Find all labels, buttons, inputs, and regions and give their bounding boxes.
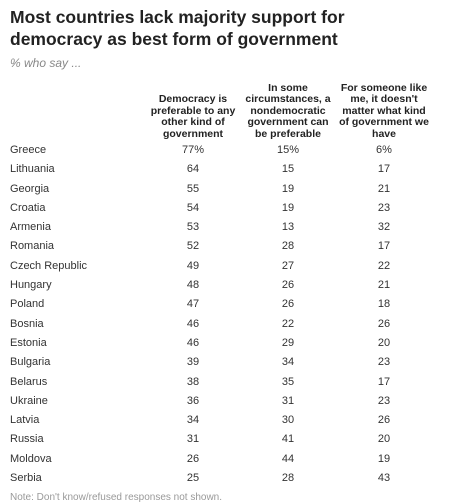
country: Latvia	[10, 414, 40, 427]
cell-value: 29	[281, 336, 295, 349]
country: Armenia	[10, 221, 51, 234]
cell-value: 17	[377, 240, 391, 253]
cell-value: 31	[186, 433, 200, 446]
country: Bulgaria	[10, 356, 51, 369]
cell-value: 47	[186, 298, 200, 311]
cell-value: 32	[377, 221, 391, 234]
table-row: Belarus 38 35 17	[0, 373, 450, 392]
cell-value: 21	[377, 182, 391, 195]
cell-value: 77%	[181, 144, 205, 156]
cell-value: 52	[186, 240, 200, 253]
title: Most countries lack majority support for…	[10, 7, 345, 49]
cell-value: 26	[186, 452, 200, 465]
table-header: Democracy is preferable to any other kin…	[0, 78, 450, 140]
cell-value: 23	[377, 201, 391, 214]
cell-value: 6%	[376, 144, 392, 156]
country: Hungary	[10, 279, 52, 292]
subtitle: % who say ...	[10, 56, 82, 70]
cell-value: 44	[281, 452, 295, 465]
cell-value: 26	[377, 414, 391, 427]
cell-value: 35	[281, 375, 295, 388]
cell-value: 54	[186, 201, 200, 214]
cell-value: 39	[186, 356, 200, 369]
country: Lithuania	[10, 163, 55, 176]
cell-value: 34	[281, 356, 295, 369]
note: Note: Don't know/refused responses not s…	[10, 492, 223, 503]
cell-value: 30	[281, 414, 295, 427]
country: Bosnia	[10, 317, 44, 330]
cell-value: 34	[186, 414, 200, 427]
column-header: For someone like me, it doesn't matter w…	[339, 81, 429, 140]
cell-value: 36	[186, 394, 200, 407]
cell-value: 31	[281, 394, 295, 407]
cell-value: 43	[377, 472, 391, 485]
cell-value: 53	[186, 221, 200, 234]
country: Greece	[10, 144, 47, 156]
cell-value: 23	[377, 356, 391, 369]
table-row: Ukraine 36 31 23	[0, 392, 450, 411]
cell-value: 19	[281, 182, 295, 195]
cell-value: 26	[377, 317, 391, 330]
table-row: Bulgaria 39 34 23	[0, 353, 450, 372]
cell-value: 26	[281, 279, 295, 292]
country: Estonia	[10, 336, 47, 349]
cell-value: 19	[281, 201, 295, 214]
cell-value: 15%	[276, 144, 300, 156]
country: Georgia	[10, 182, 50, 195]
table-row: Moldova 26 44 19	[0, 450, 450, 469]
country: Ukraine	[10, 394, 48, 407]
cell-value: 27	[281, 259, 295, 272]
column-header: Democracy is preferable to any other kin…	[150, 93, 236, 140]
country: Romania	[10, 240, 55, 253]
table-row: Bosnia 46 22 26	[0, 315, 450, 334]
cell-value: 20	[377, 433, 391, 446]
table-row: Greece 77% 15% 6%	[0, 141, 450, 160]
country: Croatia	[10, 201, 46, 214]
country: Czech Republic	[10, 259, 88, 272]
cell-value: 28	[281, 240, 295, 253]
cell-value: 19	[377, 452, 391, 465]
table-row: Serbia 25 28 43	[0, 469, 450, 488]
table-row: Armenia 53 13 32	[0, 218, 450, 237]
table-row: Georgia 55 19 21	[0, 180, 450, 199]
cell-value: 48	[186, 279, 200, 292]
cell-value: 25	[186, 472, 200, 485]
cell-value: 21	[377, 279, 391, 292]
table-row: Latvia 34 30 26	[0, 411, 450, 430]
table-row: Hungary 48 26 21	[0, 276, 450, 295]
cell-value: 38	[186, 375, 200, 388]
cell-value: 13	[281, 221, 295, 234]
cell-value: 22	[281, 317, 295, 330]
cell-value: 41	[281, 433, 295, 446]
table-body: Greece 77% 15% 6% Lithuania 64 15 17 Georgia 55 19…	[0, 141, 450, 488]
country: Russia	[10, 433, 44, 446]
cell-value: 46	[186, 336, 200, 349]
cell-value: 46	[186, 317, 200, 330]
country: Moldova	[10, 452, 52, 465]
cell-value: 64	[186, 163, 200, 176]
column-header: In some circumstances, a nondemocratic g…	[245, 81, 331, 140]
country: Serbia	[10, 472, 42, 485]
cell-value: 17	[377, 163, 391, 176]
cell-value: 22	[377, 259, 391, 272]
country: Poland	[10, 298, 45, 311]
table-row: Lithuania 64 15 17	[0, 160, 450, 179]
cell-value: 23	[377, 394, 391, 407]
cell-value: 49	[186, 259, 200, 272]
cell-value: 55	[186, 182, 200, 195]
country: Belarus	[10, 375, 48, 388]
cell-value: 20	[377, 336, 391, 349]
table-row: Czech Republic 49 27 22	[0, 257, 450, 276]
table-row: Romania 52 28 17	[0, 237, 450, 256]
cell-value: 17	[377, 375, 391, 388]
cell-value: 28	[281, 472, 295, 485]
cell-value: 18	[377, 298, 391, 311]
cell-value: 26	[281, 298, 295, 311]
table-row: Estonia 46 29 20	[0, 334, 450, 353]
table-row: Croatia 54 19 23	[0, 199, 450, 218]
table-row: Russia 31 41 20	[0, 430, 450, 449]
table-row: Poland 47 26 18	[0, 295, 450, 314]
cell-value: 15	[281, 163, 295, 176]
